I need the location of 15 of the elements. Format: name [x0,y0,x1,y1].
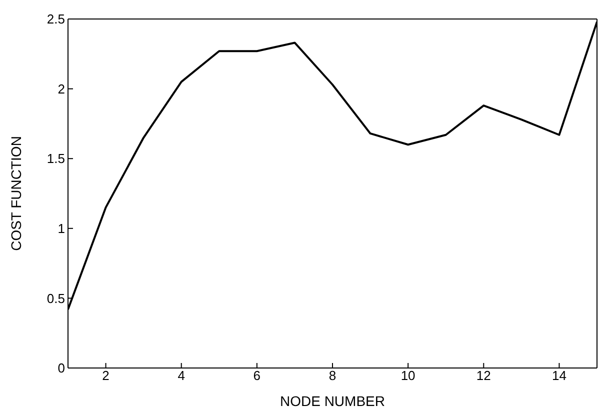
x-tick-label: 6 [253,368,261,384]
x-tick-label: 4 [178,368,185,384]
x-tick-label: 12 [476,368,491,384]
y-tick-label: 2.5 [46,12,65,27]
y-tick-label: 1 [58,221,65,236]
y-tick-label: 0 [58,360,65,376]
y-tick-label: 0.5 [46,290,65,306]
y-tick-label: 2 [58,81,65,96]
x-tick-label: 8 [328,368,336,384]
y-tick-label: 1.5 [46,151,65,166]
x-tick-label: 10 [400,368,416,384]
x-tick-label: 2 [102,368,110,384]
x-tick-label: 14 [552,368,566,384]
y-axis-title: COST FUNCTION [8,136,24,251]
x-axis-title: NODE NUMBER [280,393,386,409]
